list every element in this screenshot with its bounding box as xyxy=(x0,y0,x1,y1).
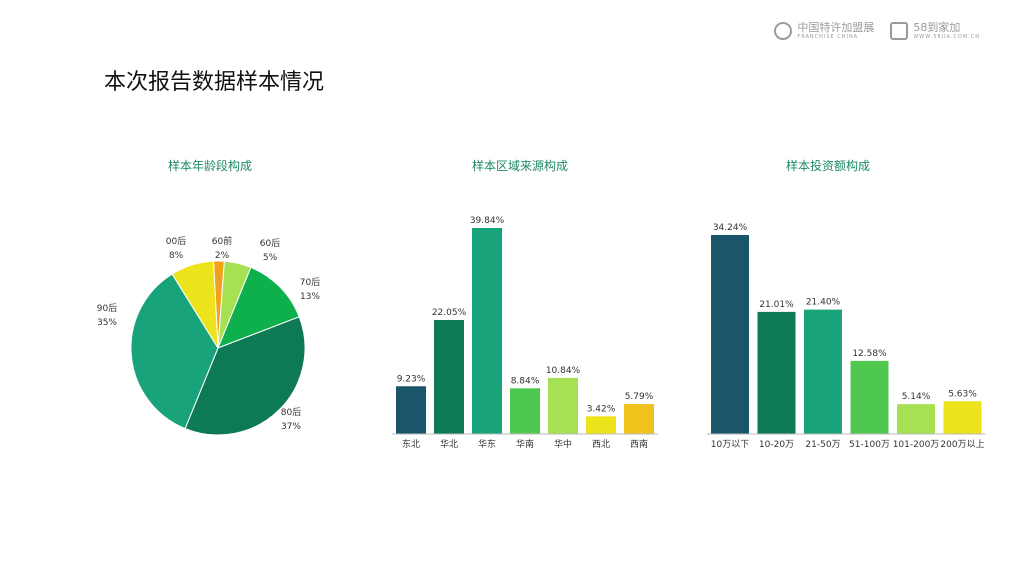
58jia-logo-icon xyxy=(890,22,909,40)
region-category-label: 西北 xyxy=(592,439,610,450)
investment-bar xyxy=(804,309,842,434)
investment-value-label: 21.40% xyxy=(806,298,841,308)
investment-bar xyxy=(850,360,889,434)
58jia-logo: 58到家加 WWW.58JIA.COM.CN xyxy=(890,22,980,40)
investment-value-label: 21.01% xyxy=(759,300,794,310)
region-bar xyxy=(510,388,540,434)
region-category-label: 西南 xyxy=(630,438,648,450)
investment-bar xyxy=(711,235,749,434)
investment-value-label: 5.63% xyxy=(948,389,977,399)
58jia-logo-sub: WWW.58JIA.COM.CN xyxy=(913,34,980,40)
page-title: 本次报告数据样本情况 xyxy=(104,70,325,95)
investment-category-label: 101-200万 xyxy=(893,440,940,450)
investment-bar xyxy=(943,401,982,434)
pie-slice xyxy=(184,316,306,436)
franchise-china-logo: 中国特许加盟展 FRANCHISE CHINA xyxy=(774,22,874,40)
region-chart-title: 样本区域来源构成 xyxy=(471,159,568,173)
investment-category-label: 10-20万 xyxy=(759,440,794,450)
pie-slice-percent: 37% xyxy=(281,422,301,432)
region-value-label: 10.84% xyxy=(546,366,581,376)
region-category-label: 华中 xyxy=(554,438,572,450)
investment-category-label: 200万以上 xyxy=(940,439,984,450)
58jia-logo-name: 58到家加 xyxy=(913,21,961,34)
pie-slice-label: 80后 xyxy=(281,407,301,418)
pie-slice-percent: 8% xyxy=(169,251,184,261)
region-category-label: 华东 xyxy=(478,438,496,450)
pie-slice-percent: 5% xyxy=(263,253,278,263)
investment-category-label: 51-100万 xyxy=(849,440,890,450)
age-chart-title: 样本年龄段构成 xyxy=(167,159,252,173)
pie-slice-label: 60前 xyxy=(212,235,232,247)
region-bar xyxy=(472,228,502,434)
pie-slice-label: 90后 xyxy=(97,303,117,314)
franchise-china-logo-icon xyxy=(774,22,793,40)
investment-value-label: 5.14% xyxy=(902,392,931,402)
franchise-china-logo-name: 中国特许加盟展 xyxy=(797,21,875,34)
investment-bar xyxy=(757,311,796,434)
pie-slice xyxy=(217,266,300,349)
pie-slice xyxy=(171,260,219,349)
region-bar xyxy=(434,319,464,434)
region-category-label: 东北 xyxy=(402,438,420,450)
pie-slice-label: 60后 xyxy=(260,238,280,249)
investment-category-label: 10万以下 xyxy=(711,440,749,450)
pie-slice-percent: 2% xyxy=(215,251,230,261)
pie-slice-label: 70后 xyxy=(300,277,320,288)
region-category-label: 华南 xyxy=(516,438,534,450)
region-value-label: 8.84% xyxy=(511,376,540,386)
investment-value-label: 34.24% xyxy=(713,223,748,233)
region-bar xyxy=(624,404,654,434)
investment-chart-title: 样本投资额构成 xyxy=(785,159,870,173)
franchise-china-logo-sub: FRANCHISE CHINA xyxy=(797,34,859,40)
pie-slice-percent: 13% xyxy=(300,292,320,302)
region-value-label: 22.05% xyxy=(432,308,467,318)
investment-bar xyxy=(897,404,935,434)
investment-value-label: 12.58% xyxy=(852,349,887,359)
region-value-label: 9.23% xyxy=(397,374,426,384)
pie-slice xyxy=(130,273,219,430)
region-category-label: 华北 xyxy=(440,438,458,450)
pie-slice-label: 00后 xyxy=(166,236,186,247)
region-bar xyxy=(548,377,578,434)
region-bar xyxy=(396,386,426,434)
pie-slice-percent: 35% xyxy=(97,318,117,328)
region-value-label: 5.79% xyxy=(625,392,654,402)
region-bar xyxy=(586,416,616,434)
investment-category-label: 21-50万 xyxy=(805,440,840,450)
logo-group: 中国特许加盟展 FRANCHISE CHINA 58到家加 WWW.58JIA.… xyxy=(774,22,980,40)
region-value-label: 39.84% xyxy=(470,216,505,226)
region-value-label: 3.42% xyxy=(587,404,616,414)
